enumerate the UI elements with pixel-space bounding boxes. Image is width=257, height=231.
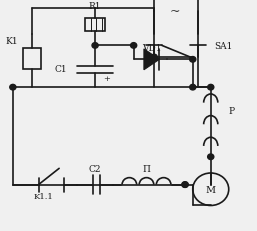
Text: SA1: SA1 — [214, 42, 233, 51]
Bar — [85, 18, 105, 32]
Text: R1: R1 — [89, 3, 101, 11]
Circle shape — [190, 57, 196, 63]
Text: ~: ~ — [170, 5, 180, 18]
Circle shape — [92, 43, 98, 49]
Text: K1.1: K1.1 — [34, 192, 53, 200]
Text: VD1: VD1 — [142, 44, 161, 53]
Circle shape — [182, 182, 188, 188]
Polygon shape — [144, 50, 159, 70]
Text: П: П — [143, 164, 150, 173]
Text: P: P — [228, 106, 234, 115]
Circle shape — [190, 85, 196, 91]
Circle shape — [208, 154, 214, 160]
Circle shape — [131, 43, 137, 49]
Circle shape — [182, 182, 188, 188]
Circle shape — [10, 85, 16, 91]
Bar — [23, 49, 41, 69]
Circle shape — [208, 85, 214, 91]
Text: +: + — [103, 75, 110, 82]
Text: K1: K1 — [5, 37, 18, 46]
Text: C2: C2 — [89, 164, 101, 173]
Circle shape — [151, 55, 157, 61]
Text: C1: C1 — [54, 65, 67, 74]
Text: M: M — [206, 185, 216, 194]
